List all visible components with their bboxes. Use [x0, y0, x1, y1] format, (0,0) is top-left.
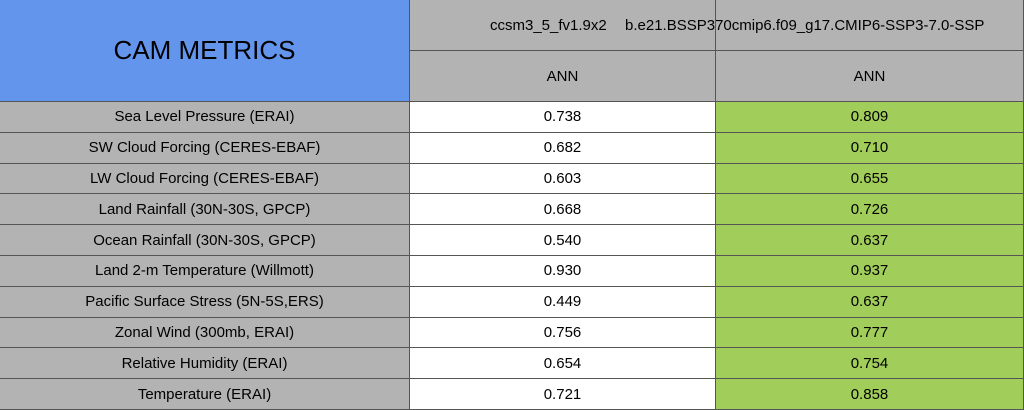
metric-value: 0.721 [410, 379, 716, 410]
metric-value: 0.668 [410, 194, 716, 226]
metric-value: 0.858 [716, 379, 1024, 410]
metric-value: 0.710 [716, 132, 1024, 164]
metric-value: 0.754 [716, 348, 1024, 380]
metric-value: 0.655 [716, 163, 1024, 195]
metric-value: 0.930 [410, 256, 716, 287]
row-label: Land 2-m Temperature (Willmott) [0, 256, 410, 287]
column-period: ANN [716, 51, 1024, 102]
row-label: SW Cloud Forcing (CERES-EBAF) [0, 132, 410, 164]
row-label: Land Rainfall (30N-30S, GPCP) [0, 194, 410, 226]
row-label: Relative Humidity (ERAI) [0, 348, 410, 380]
metric-value: 0.682 [410, 132, 716, 164]
column-name: ccsm3_5_fv1.9x2 [490, 17, 607, 34]
row-label: Ocean Rainfall (30N-30S, GPCP) [0, 225, 410, 256]
metric-value: 0.809 [716, 102, 1024, 133]
row-label: Zonal Wind (300mb, ERAI) [0, 317, 410, 349]
metric-value: 0.637 [716, 286, 1024, 318]
column-name: b.e21.BSSP370cmip6.f09_g17.CMIP6-SSP3-7.… [625, 17, 985, 34]
row-label: Temperature (ERAI) [0, 379, 410, 410]
column-header [716, 0, 1024, 51]
column-period: ANN [410, 51, 716, 102]
metric-value: 0.540 [410, 225, 716, 256]
column-header [410, 0, 716, 51]
metric-value: 0.654 [410, 348, 716, 380]
metric-value: 0.756 [410, 317, 716, 349]
row-label: Sea Level Pressure (ERAI) [0, 102, 410, 133]
metric-value: 0.637 [716, 225, 1024, 256]
metric-value: 0.449 [410, 286, 716, 318]
row-label: LW Cloud Forcing (CERES-EBAF) [0, 163, 410, 195]
row-label: Pacific Surface Stress (5N-5S,ERS) [0, 286, 410, 318]
table-title: CAM METRICS [0, 0, 410, 102]
metric-value: 0.726 [716, 194, 1024, 226]
metric-value: 0.777 [716, 317, 1024, 349]
metric-value: 0.738 [410, 102, 716, 133]
metric-value: 0.937 [716, 256, 1024, 287]
metric-value: 0.603 [410, 163, 716, 195]
